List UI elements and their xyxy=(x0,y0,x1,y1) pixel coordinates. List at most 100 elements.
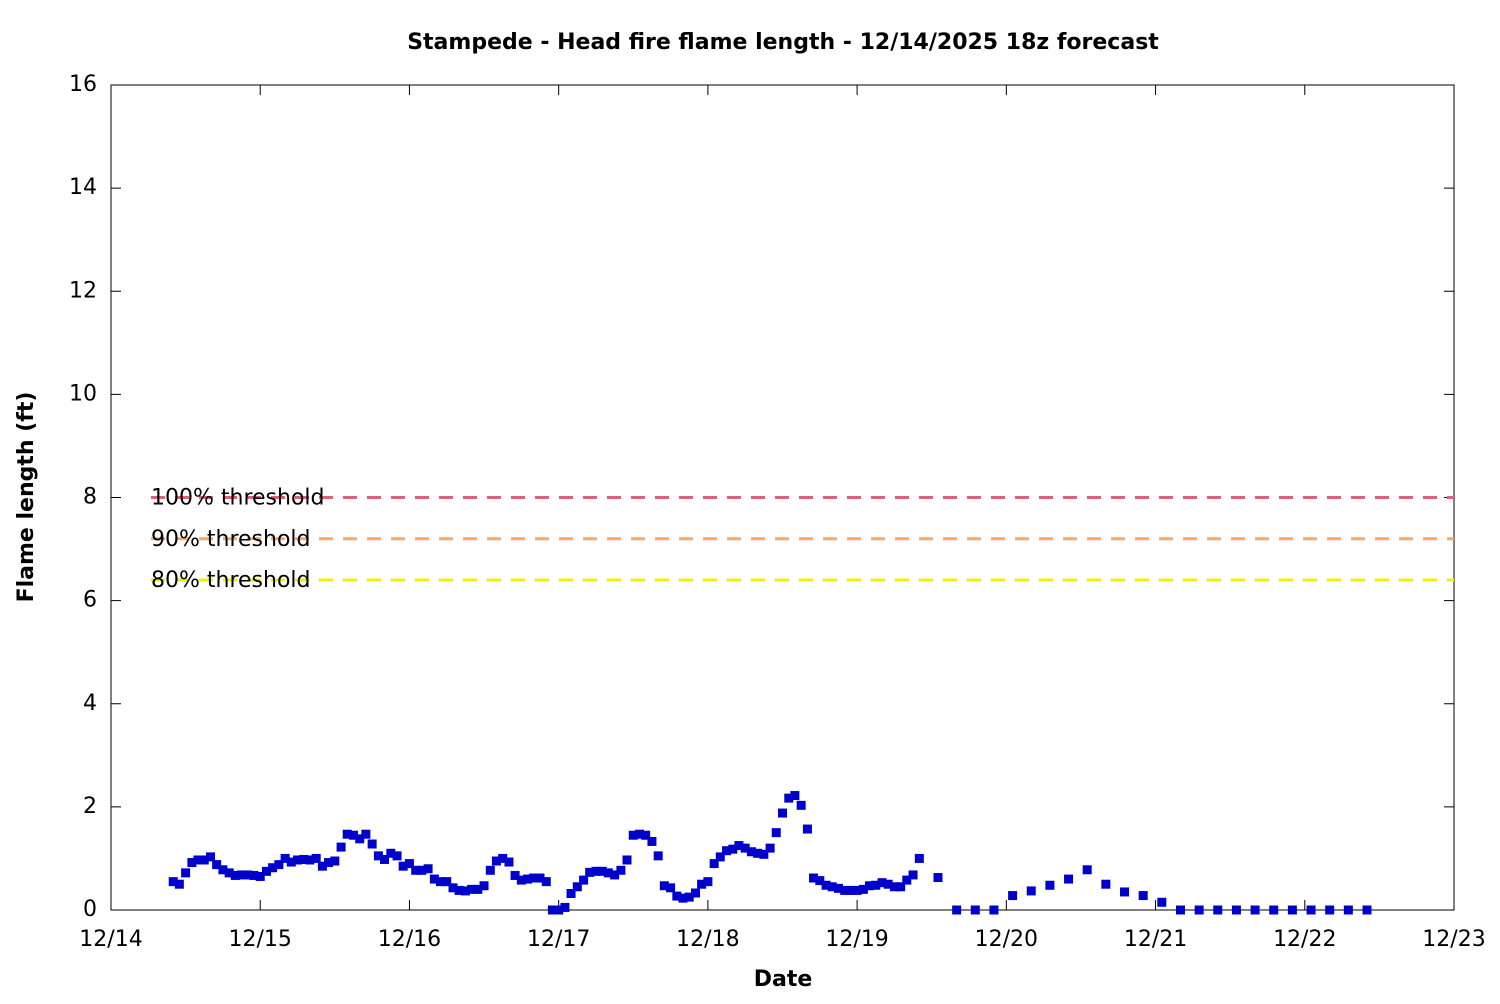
point xyxy=(541,877,551,887)
point xyxy=(1138,891,1148,901)
point xyxy=(187,858,197,868)
point xyxy=(827,882,837,892)
point xyxy=(678,893,688,903)
x-tick-label: 12/22 xyxy=(1273,927,1336,952)
point xyxy=(168,877,178,887)
point xyxy=(324,858,334,868)
point xyxy=(846,885,856,895)
point xyxy=(579,875,589,885)
point xyxy=(1325,905,1335,915)
point xyxy=(902,875,912,885)
point xyxy=(1213,905,1223,915)
point xyxy=(206,852,216,862)
point xyxy=(485,865,495,875)
point xyxy=(516,875,526,885)
point xyxy=(398,861,408,871)
threshold-label: 80% threshold xyxy=(151,568,311,593)
point xyxy=(224,868,234,878)
point xyxy=(684,892,694,902)
point xyxy=(1287,905,1297,915)
point xyxy=(858,884,868,894)
point xyxy=(274,860,284,870)
y-tick-label: 0 xyxy=(83,897,97,922)
point xyxy=(1250,905,1260,915)
point xyxy=(635,829,645,839)
point xyxy=(293,855,303,865)
point xyxy=(908,870,918,880)
point xyxy=(547,905,557,915)
point xyxy=(1008,891,1018,901)
point xyxy=(380,854,390,864)
point xyxy=(616,865,626,875)
point xyxy=(560,902,570,912)
point xyxy=(734,841,744,851)
point xyxy=(572,882,582,892)
point xyxy=(305,855,315,865)
point xyxy=(715,852,725,862)
point xyxy=(529,873,539,883)
x-tick-label: 12/16 xyxy=(378,927,441,952)
point xyxy=(659,881,669,891)
point xyxy=(840,885,850,895)
point xyxy=(784,793,794,803)
point xyxy=(697,879,707,889)
point xyxy=(933,873,943,883)
point xyxy=(833,883,843,893)
point xyxy=(1231,905,1241,915)
threshold-label: 100% threshold xyxy=(151,486,325,511)
point xyxy=(647,836,657,846)
y-tick-label: 6 xyxy=(83,588,97,613)
chart-title: Stampede - Head fire flame length - 12/1… xyxy=(407,30,1159,55)
point xyxy=(454,885,464,895)
point xyxy=(330,856,340,866)
point xyxy=(361,829,371,839)
point xyxy=(759,849,769,859)
point xyxy=(641,830,651,840)
x-tick-label: 12/15 xyxy=(229,927,292,952)
point xyxy=(243,870,253,880)
point xyxy=(821,880,831,890)
point xyxy=(703,877,713,887)
point xyxy=(261,866,271,876)
point xyxy=(877,878,887,888)
point xyxy=(709,859,719,869)
point xyxy=(1306,905,1316,915)
point xyxy=(1045,880,1055,890)
x-tick-label: 12/19 xyxy=(825,927,888,952)
point xyxy=(423,864,433,874)
y-tick-label: 12 xyxy=(69,278,97,303)
point xyxy=(193,855,203,865)
point xyxy=(237,870,247,880)
y-axis-label: Flame length (ft) xyxy=(14,392,39,603)
point xyxy=(479,881,489,891)
point xyxy=(286,857,296,867)
point xyxy=(778,808,787,818)
point xyxy=(181,868,191,878)
point xyxy=(622,855,632,865)
point xyxy=(435,877,445,887)
point xyxy=(815,876,825,886)
y-tick-label: 14 xyxy=(69,175,97,200)
point xyxy=(653,851,663,861)
point xyxy=(691,888,701,898)
point xyxy=(746,847,756,857)
point xyxy=(740,843,750,853)
y-tick-label: 2 xyxy=(83,794,97,819)
point xyxy=(989,905,999,915)
y-tick-label: 16 xyxy=(69,72,97,97)
point xyxy=(1194,905,1204,915)
point xyxy=(367,839,377,849)
point xyxy=(467,884,477,894)
point xyxy=(1269,905,1279,915)
point xyxy=(491,856,501,866)
point xyxy=(535,873,545,883)
point xyxy=(249,870,259,880)
point xyxy=(591,866,601,876)
point xyxy=(914,853,924,863)
point xyxy=(728,844,738,854)
point xyxy=(199,855,209,865)
point xyxy=(1157,897,1167,907)
point xyxy=(348,830,358,840)
point xyxy=(280,853,290,863)
point xyxy=(1064,874,1074,884)
